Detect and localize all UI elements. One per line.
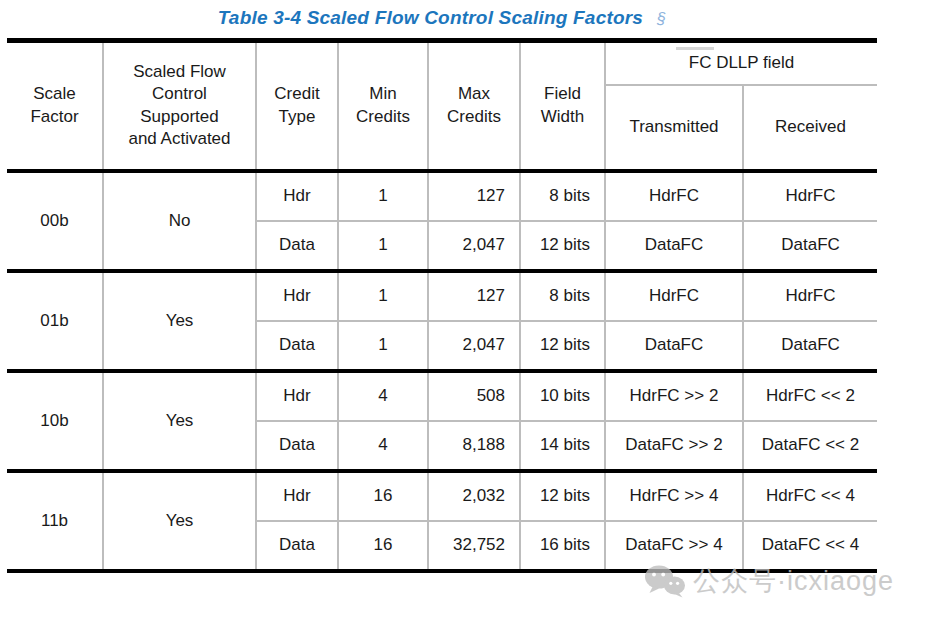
cell-received: DataFC << 2 [743, 421, 877, 471]
cell-field-width: 16 bits [520, 521, 605, 571]
cell-credit-type: Data [256, 421, 338, 471]
document-page: Table 3-4 Scaled Flow Control Scaling Fa… [0, 0, 927, 620]
cell-max-credits: 2,047 [428, 221, 520, 271]
cell-credit-type: Data [256, 221, 338, 271]
cell-credit-type: Data [256, 321, 338, 371]
cell-credit-type: Hdr [256, 271, 338, 321]
table-row: 10b Yes Hdr 4 508 10 bits HdrFC >> 2 Hdr… [7, 371, 877, 421]
cell-field-width: 14 bits [520, 421, 605, 471]
cell-transmitted: HdrFC >> 4 [605, 471, 743, 521]
cell-credit-type: Data [256, 521, 338, 571]
cell-transmitted: HdrFC [605, 271, 743, 321]
table-row: 01b Yes Hdr 1 127 8 bits HdrFC HdrFC [7, 271, 877, 321]
cell-max-credits: 2,032 [428, 471, 520, 521]
header-transmitted: Transmitted [605, 85, 743, 171]
cell-transmitted: DataFC [605, 221, 743, 271]
cell-scale-factor: 10b [7, 371, 103, 471]
cell-field-width: 10 bits [520, 371, 605, 421]
cell-max-credits: 8,188 [428, 421, 520, 471]
cell-min-credits: 1 [338, 321, 428, 371]
cell-received: HdrFC << 2 [743, 371, 877, 421]
table-row: 11b Yes Hdr 16 2,032 12 bits HdrFC >> 4 … [7, 471, 877, 521]
group-00b: 00b No Hdr 1 127 8 bits HdrFC HdrFC Data… [7, 171, 877, 271]
cell-transmitted: DataFC [605, 321, 743, 371]
cell-max-credits: 127 [428, 271, 520, 321]
cell-field-width: 12 bits [520, 471, 605, 521]
header-field-width: Field Width [520, 41, 605, 171]
scaled-flow-control-table: Scale Factor Scaled Flow Control Support… [7, 38, 877, 573]
cell-received: HdrFC [743, 271, 877, 321]
cell-field-width: 12 bits [520, 321, 605, 371]
cell-scale-factor: 11b [7, 471, 103, 571]
cell-supported: Yes [103, 471, 256, 571]
header-max-credits: Max Credits [428, 41, 520, 171]
table-caption-text: Table 3-4 Scaled Flow Control Scaling Fa… [218, 7, 643, 28]
cell-transmitted: HdrFC [605, 171, 743, 221]
cell-transmitted: DataFC >> 2 [605, 421, 743, 471]
cell-received: DataFC [743, 321, 877, 371]
cell-credit-type: Hdr [256, 171, 338, 221]
group-10b: 10b Yes Hdr 4 508 10 bits HdrFC >> 2 Hdr… [7, 371, 877, 471]
cell-min-credits: 4 [338, 421, 428, 471]
cell-supported: Yes [103, 371, 256, 471]
cell-min-credits: 1 [338, 171, 428, 221]
cell-received: HdrFC << 4 [743, 471, 877, 521]
cell-field-width: 8 bits [520, 271, 605, 321]
header-min-credits: Min Credits [338, 41, 428, 171]
table-row: 00b No Hdr 1 127 8 bits HdrFC HdrFC [7, 171, 877, 221]
section-pilcrow: § [657, 10, 666, 27]
cell-credit-type: Hdr [256, 471, 338, 521]
group-11b: 11b Yes Hdr 16 2,032 12 bits HdrFC >> 4 … [7, 471, 877, 571]
cell-min-credits: 4 [338, 371, 428, 421]
header-supported: Scaled Flow Control Supported and Activa… [103, 41, 256, 171]
cell-max-credits: 508 [428, 371, 520, 421]
header-scale-factor: Scale Factor [7, 41, 103, 171]
cell-scale-factor: 01b [7, 271, 103, 371]
header-received: Received [743, 85, 877, 171]
table-header: Scale Factor Scaled Flow Control Support… [7, 41, 877, 171]
cell-transmitted: DataFC >> 4 [605, 521, 743, 571]
cell-transmitted: HdrFC >> 2 [605, 371, 743, 421]
group-01b: 01b Yes Hdr 1 127 8 bits HdrFC HdrFC Dat… [7, 271, 877, 371]
cell-supported: No [103, 171, 256, 271]
cell-received: DataFC << 4 [743, 521, 877, 571]
cell-min-credits: 1 [338, 271, 428, 321]
cell-min-credits: 16 [338, 521, 428, 571]
cell-max-credits: 32,752 [428, 521, 520, 571]
cell-received: HdrFC [743, 171, 877, 221]
cell-max-credits: 2,047 [428, 321, 520, 371]
cell-field-width: 8 bits [520, 171, 605, 221]
cell-field-width: 12 bits [520, 221, 605, 271]
cell-min-credits: 1 [338, 221, 428, 271]
header-credit-type: Credit Type [256, 41, 338, 171]
cell-max-credits: 127 [428, 171, 520, 221]
table-caption: Table 3-4 Scaled Flow Control Scaling Fa… [7, 7, 877, 29]
cell-supported: Yes [103, 271, 256, 371]
cell-credit-type: Hdr [256, 371, 338, 421]
cell-min-credits: 16 [338, 471, 428, 521]
cell-received: DataFC [743, 221, 877, 271]
header-fc-dllp-field: FC DLLP field [605, 41, 877, 85]
cell-scale-factor: 00b [7, 171, 103, 271]
